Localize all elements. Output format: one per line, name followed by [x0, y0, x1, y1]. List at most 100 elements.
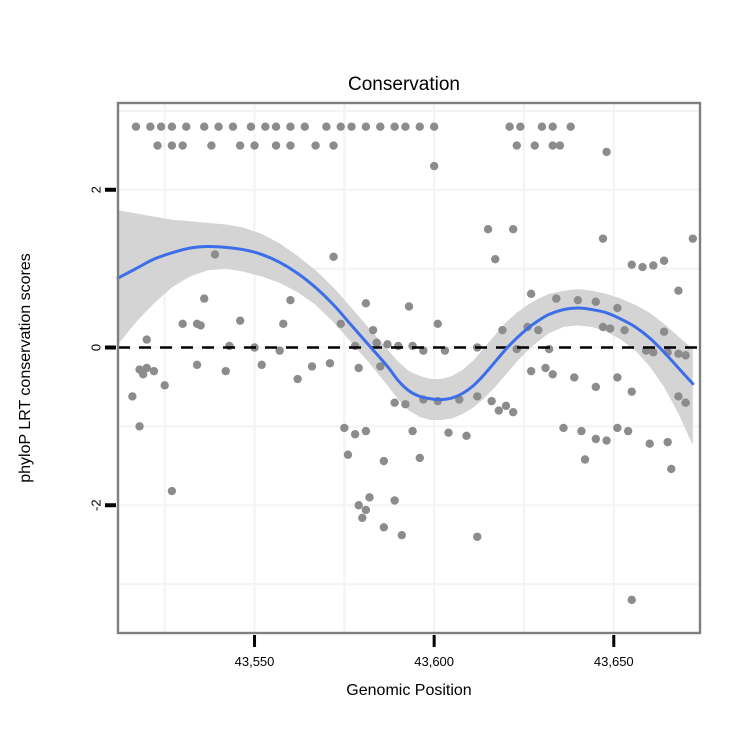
data-point — [329, 141, 338, 150]
data-point — [674, 349, 683, 358]
data-point — [383, 340, 392, 349]
data-point — [674, 286, 683, 295]
data-point — [498, 325, 507, 335]
data-point — [311, 141, 320, 150]
data-point — [128, 392, 137, 401]
data-point — [200, 294, 209, 303]
data-point — [570, 373, 579, 382]
data-point — [444, 428, 453, 437]
data-point — [261, 122, 270, 131]
data-point — [182, 122, 191, 131]
y-axis-label: phyloP LRT conservation scores — [17, 253, 34, 482]
data-point — [322, 122, 331, 131]
data-point — [347, 122, 356, 131]
data-point — [361, 299, 371, 308]
data-point — [235, 141, 245, 150]
panel-border — [116, 101, 702, 635]
data-point — [627, 595, 636, 605]
data-point — [404, 302, 414, 311]
data-point — [358, 513, 367, 523]
data-point — [613, 423, 622, 433]
data-point — [379, 523, 389, 532]
data-point — [340, 423, 349, 433]
data-point — [667, 464, 676, 474]
data-point — [401, 400, 410, 409]
data-point — [397, 531, 407, 540]
data-point — [390, 398, 399, 407]
panel-background — [118, 103, 700, 633]
data-point — [271, 122, 281, 131]
data-point — [483, 224, 493, 234]
data-point — [408, 341, 417, 351]
data-point — [681, 398, 690, 407]
data-point — [286, 141, 295, 150]
data-point — [415, 122, 424, 131]
data-point — [505, 122, 514, 131]
data-point — [246, 122, 256, 131]
data-point — [365, 493, 374, 502]
data-point — [160, 381, 169, 390]
data-point — [214, 122, 223, 131]
data-point — [390, 122, 399, 131]
data-point — [591, 297, 601, 306]
data-point — [602, 147, 611, 157]
data-point — [559, 423, 568, 433]
data-point — [394, 341, 403, 351]
data-point — [336, 122, 345, 131]
data-point — [354, 363, 363, 373]
data-point — [516, 122, 525, 131]
data-point — [279, 319, 288, 329]
data-point — [196, 321, 205, 330]
data-point — [649, 261, 658, 270]
data-point — [605, 324, 615, 333]
data-point — [580, 455, 590, 464]
data-point — [146, 122, 155, 131]
data-point — [286, 295, 295, 305]
data-point — [178, 141, 187, 150]
data-point — [192, 360, 202, 370]
x-axis-ticks: 43,550 43,600 43,650 — [235, 635, 634, 669]
data-points — [128, 122, 698, 605]
data-point — [376, 122, 385, 131]
data-point — [415, 453, 424, 463]
data-point — [555, 141, 565, 150]
data-point — [613, 373, 622, 382]
data-point — [275, 346, 284, 355]
data-point — [361, 505, 371, 515]
data-point — [623, 426, 633, 436]
data-point — [473, 392, 482, 401]
data-point — [167, 122, 177, 131]
data-point — [235, 316, 245, 325]
data-point — [200, 122, 209, 131]
data-point — [138, 370, 148, 379]
data-point — [530, 141, 539, 150]
data-point — [293, 374, 302, 384]
grid-lines — [118, 103, 700, 633]
data-point — [433, 319, 442, 329]
data-point — [537, 122, 547, 131]
data-point — [494, 406, 504, 415]
data-point — [325, 359, 335, 368]
data-point — [376, 362, 385, 371]
data-point — [526, 366, 536, 376]
data-point — [508, 407, 518, 417]
data-point — [307, 362, 317, 371]
data-point — [577, 426, 586, 436]
data-point — [390, 496, 399, 505]
data-point — [210, 250, 220, 259]
data-point — [429, 161, 439, 171]
y-tick-label: 2 — [89, 186, 104, 193]
data-point — [131, 122, 141, 131]
data-point — [300, 122, 310, 131]
data-point — [638, 262, 647, 272]
y-axis-ticks: 2 0 -2 — [89, 186, 116, 511]
data-point — [379, 456, 389, 466]
plot-panel — [116, 101, 702, 635]
data-point — [598, 234, 608, 243]
data-point — [372, 338, 381, 347]
data-point — [228, 122, 238, 131]
data-point — [526, 289, 536, 299]
data-point — [627, 260, 636, 269]
data-point — [548, 141, 557, 150]
data-point — [207, 141, 216, 150]
